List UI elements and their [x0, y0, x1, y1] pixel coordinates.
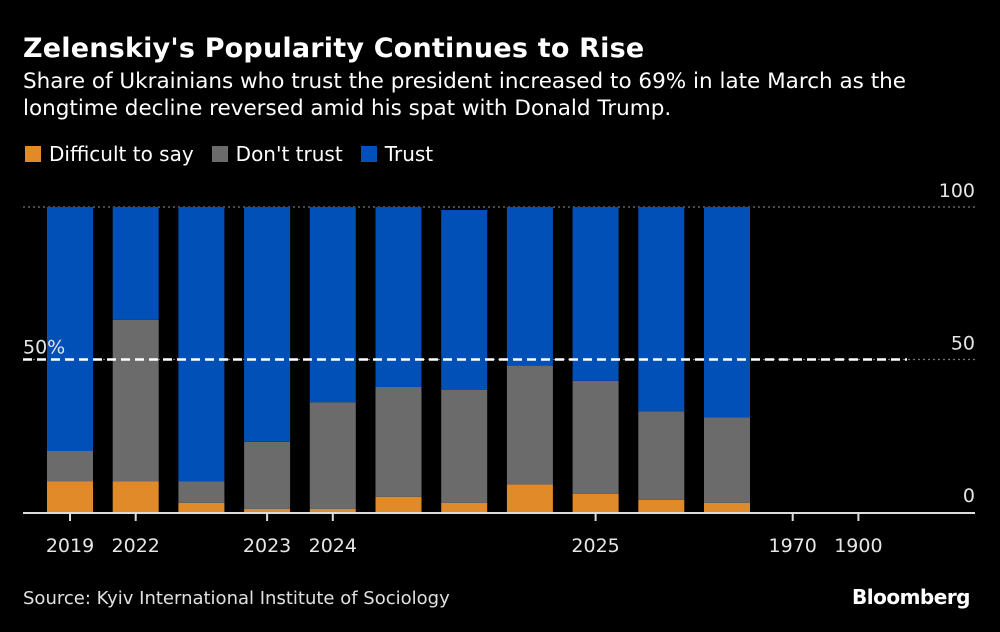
x-axis: 2019 2022 2023 2024 2025 1970 1900 — [23, 512, 975, 557]
bars — [47, 207, 750, 512]
bar-segment-trust-3 — [178, 207, 225, 482]
x-tick-label-2022: 2022 — [112, 535, 160, 557]
bar-segment-don-t-trust-2 — [112, 319, 159, 482]
bar-segment-trust-4 — [244, 207, 291, 442]
chart-plot: 50% 0 50 100 2019 2022 2023 2024 2025 1970 1900 — [23, 180, 975, 557]
gridlines — [23, 206, 975, 361]
x-tick-label-2019: 2019 — [46, 535, 94, 557]
bar-segment-trust-10 — [638, 207, 685, 412]
reference-line: 50% — [23, 337, 907, 361]
x-tick-label-2024: 2024 — [309, 535, 357, 557]
bar-segment-don-t-trust-9 — [572, 380, 619, 494]
bar-segment-difficult-to-say-1 — [47, 481, 93, 512]
bar-segment-trust-1 — [47, 207, 93, 451]
bar-segment-difficult-to-say-4 — [244, 508, 291, 512]
x-tick-label-2025: 2025 — [571, 535, 619, 557]
reference-line-label: 50% — [23, 337, 65, 359]
y-tick-label-100: 100 — [939, 180, 975, 202]
legend-item-trust: Trust — [360, 142, 434, 166]
y-tick-label-0: 0 — [963, 485, 975, 507]
bar-segment-trust-8 — [506, 207, 553, 366]
source-note: Source: Kyiv International Institute of … — [23, 588, 450, 609]
bar-segment-difficult-to-say-7 — [441, 502, 488, 512]
bar-segment-trust-2 — [112, 207, 159, 320]
bar-segment-don-t-trust-6 — [375, 386, 422, 497]
bar-segment-trust-11 — [704, 207, 750, 418]
bar-segment-don-t-trust-8 — [506, 365, 553, 485]
bar-segment-difficult-to-say-3 — [178, 502, 225, 512]
chart-subtitle: Share of Ukrainians who trust the presid… — [23, 69, 906, 121]
x-tick-label-1970: 1970 — [769, 535, 817, 557]
bar-segment-difficult-to-say-5 — [309, 508, 356, 512]
legend-swatch-difficult — [25, 146, 41, 162]
bar-segment-difficult-to-say-10 — [638, 499, 685, 512]
bar-segment-don-t-trust-3 — [178, 481, 225, 503]
legend-swatch-trust — [360, 146, 377, 162]
y-axis: 0 50 100 — [939, 180, 975, 507]
bar-segment-don-t-trust-11 — [704, 417, 750, 503]
bar-segment-difficult-to-say-8 — [506, 484, 553, 512]
bar-segment-trust-6 — [375, 207, 422, 387]
y-tick-label-50: 50 — [951, 333, 975, 355]
legend: Difficult to say Don't trust Trust — [25, 142, 433, 166]
bar-segment-don-t-trust-5 — [309, 402, 356, 509]
bar-segment-trust-7 — [441, 210, 488, 390]
bar-segment-difficult-to-say-6 — [375, 496, 422, 512]
bar-segment-don-t-trust-10 — [638, 411, 685, 500]
legend-swatch-dont-trust — [211, 146, 228, 162]
chart-title: Zelenskiy's Popularity Continues to Rise — [23, 33, 645, 64]
bar-segment-difficult-to-say-2 — [112, 481, 159, 512]
legend-label-difficult: Difficult to say — [49, 142, 194, 166]
legend-label-trust: Trust — [384, 142, 434, 166]
bar-segment-don-t-trust-4 — [244, 441, 291, 509]
bar-segment-difficult-to-say-9 — [572, 493, 619, 512]
legend-label-dont-trust: Don't trust — [235, 142, 343, 166]
legend-item-difficult: Difficult to say — [25, 142, 194, 166]
x-tick-label-1900: 1900 — [834, 535, 882, 557]
bloomberg-logo: Bloomberg — [852, 585, 970, 609]
bar-segment-trust-9 — [572, 207, 619, 381]
legend-item-dont-trust: Don't trust — [211, 142, 343, 166]
bar-segment-don-t-trust-7 — [441, 390, 488, 503]
bar-segment-trust-5 — [309, 207, 356, 403]
x-tick-label-2023: 2023 — [243, 535, 291, 557]
bar-segment-don-t-trust-1 — [47, 451, 93, 482]
bar-segment-difficult-to-say-11 — [704, 502, 750, 512]
